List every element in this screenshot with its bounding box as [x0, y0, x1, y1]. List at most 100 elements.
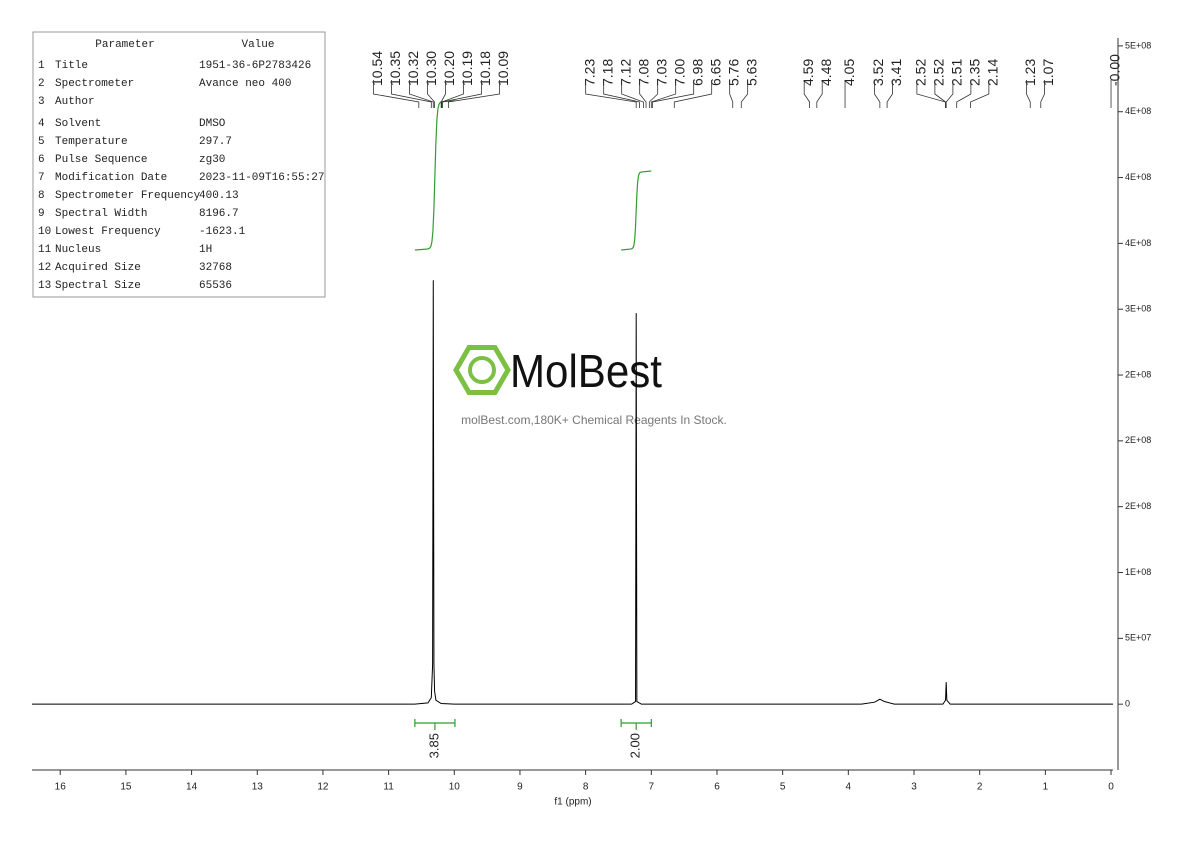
peak-label: 7.03 [653, 59, 669, 86]
peak-label: 2.52 [913, 59, 929, 86]
x-tick-label: 15 [120, 782, 132, 793]
peak-label: 1.07 [1040, 59, 1056, 86]
table-cell: 1 [38, 60, 45, 72]
y-tick-label: 5E+07 [1125, 633, 1151, 643]
x-tick-label: 7 [649, 782, 655, 793]
table-cell: 400.13 [199, 190, 239, 202]
integral-bar [414, 719, 456, 730]
table-cell: Nucleus [55, 244, 101, 256]
x-tick-label: 12 [317, 782, 329, 793]
table-cell: 2 [38, 78, 45, 90]
peak-connector [886, 80, 893, 108]
spectrum-line [32, 280, 1113, 705]
watermark-subtitle: molBest.com,180K+ Chemical Reagents In S… [461, 413, 727, 427]
table-cell: 32768 [199, 262, 232, 274]
y-tick-label: 0 [1125, 699, 1130, 709]
table-cell: 4 [38, 118, 45, 130]
peak-connector [585, 80, 637, 108]
table-cell: 8 [38, 190, 45, 202]
peak-label: 2.52 [931, 59, 947, 86]
peak-connector [440, 80, 446, 108]
table-cell: 1H [199, 244, 212, 256]
integral-curve [414, 100, 455, 251]
table-border [32, 31, 326, 298]
table-cell: 65536 [199, 280, 232, 292]
table-cell: -1623.1 [199, 226, 246, 238]
peak-label: -0.00 [1107, 54, 1123, 86]
table-header: Value [241, 39, 274, 51]
table-cell: 3 [38, 96, 45, 108]
logo-hexagon [453, 345, 511, 395]
peak-label: 10.20 [441, 51, 457, 86]
table-cell: Modification Date [55, 172, 167, 184]
x-axis-label: f1 (ppm) [554, 797, 591, 808]
peak-label: 7.00 [671, 59, 687, 86]
x-tick-label: 10 [449, 782, 461, 793]
table-cell: Temperature [55, 136, 128, 148]
x-tick-label: 4 [846, 782, 852, 793]
table-cell: 1951-36-6P2783426 [199, 60, 311, 72]
peak-connector [729, 80, 734, 108]
peak-connector [441, 80, 464, 108]
integral-label: 2.00 [628, 733, 643, 758]
x-tick-label: 5 [780, 782, 786, 793]
x-tick-label: 6 [714, 782, 720, 793]
peak-connector [874, 80, 881, 108]
peak-label: 4.59 [800, 59, 816, 86]
logo-ring [468, 356, 496, 384]
peak-connector [427, 80, 435, 108]
peak-label: 10.32 [405, 51, 421, 86]
peak-connector [603, 80, 640, 108]
peak-connector [1026, 80, 1031, 108]
peak-label: 2.51 [949, 59, 965, 86]
x-tick-label: 3 [911, 782, 917, 793]
peak-connector [652, 80, 695, 108]
table-cell: 297.7 [199, 136, 232, 148]
table-cell: Spectrometer Frequency [55, 190, 201, 202]
peak-connector [447, 80, 500, 108]
watermark: MolBest molBest.com,180K+ Chemical Reage… [453, 345, 727, 427]
parameter-table: Parameter Value 1 Title 1951-36-6P2783426 2… [32, 31, 326, 298]
x-tick-label: 1 [1043, 782, 1049, 793]
table-cell: Spectral Size [55, 280, 141, 292]
peak-label: 10.18 [477, 51, 493, 86]
watermark-title: MolBest [510, 345, 662, 397]
y-tick-label: 2E+08 [1125, 501, 1151, 511]
table-cell: 7 [38, 172, 45, 184]
table-cell: 11 [38, 244, 52, 256]
peak-connector [621, 80, 644, 108]
y-tick-label: 4E+08 [1125, 238, 1151, 248]
peak-label: 7.12 [617, 59, 633, 86]
y-tick-label: 5E+08 [1125, 40, 1151, 50]
peak-label: 10.54 [369, 51, 385, 86]
table-cell: 13 [38, 280, 51, 292]
peak-connector [1040, 80, 1045, 108]
y-tick-label: 1E+08 [1125, 567, 1151, 577]
table-cell: Pulse Sequence [55, 154, 147, 166]
table-cell: Lowest Frequency [55, 226, 161, 238]
y-tick-label: 4E+08 [1125, 106, 1151, 116]
table-cell: Author [55, 96, 95, 108]
table-cell: DMSO [199, 118, 226, 130]
table-cell: 10 [38, 226, 51, 238]
y-tick-label: 2E+08 [1125, 369, 1151, 379]
table-cell: 2023-11-09T16:55:27 [199, 172, 324, 184]
peak-connector [740, 80, 749, 108]
table-cell: Acquired Size [55, 262, 141, 274]
peak-label: 5.76 [725, 59, 741, 86]
table-header: Parameter [95, 39, 154, 51]
peak-label: 7.08 [635, 59, 651, 86]
table-cell: zg30 [199, 154, 225, 166]
x-tick-label: 9 [517, 782, 523, 793]
table-cell: 6 [38, 154, 45, 166]
table-cell: Spectral Width [55, 208, 147, 220]
table-cell: 8196.7 [199, 208, 239, 220]
peak-label: 10.09 [495, 51, 511, 86]
peak-label: 6.65 [707, 59, 723, 86]
peak-connector [648, 80, 659, 108]
peak-connector [970, 80, 990, 108]
integral-label: 3.85 [426, 733, 441, 758]
peak-label: 5.63 [743, 59, 759, 86]
peak-label: 2.14 [985, 59, 1001, 86]
x-tick-label: 13 [252, 782, 264, 793]
